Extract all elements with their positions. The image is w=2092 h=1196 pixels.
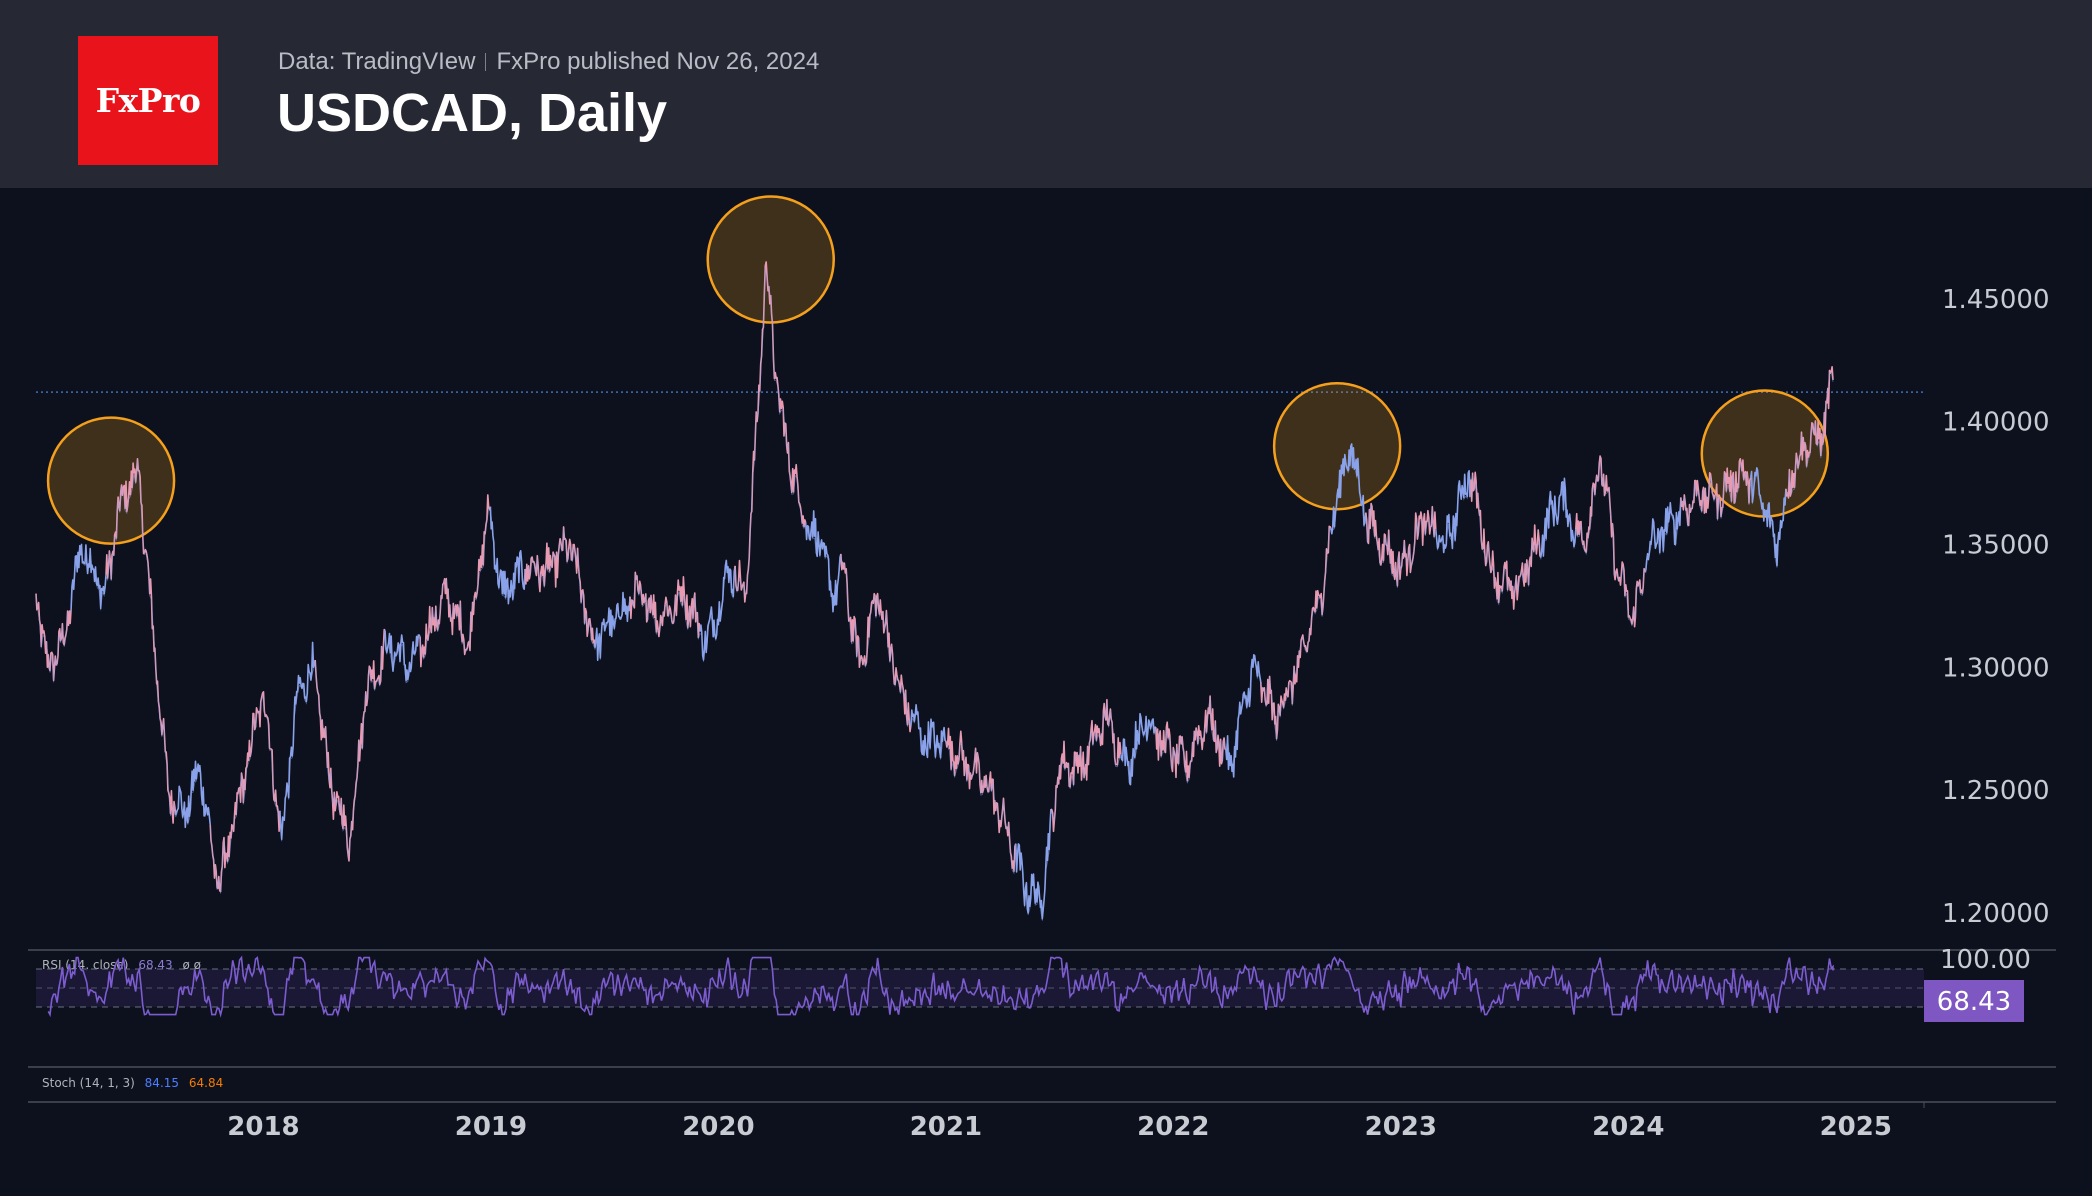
y-tick-label: 1.40000 (1942, 408, 2050, 438)
price-line-segment (1680, 471, 1717, 527)
price-line-segment (1295, 525, 1332, 683)
highlight-circle (706, 195, 835, 324)
x-axis: 2018 2019 2020 2021 2022 2023 2024 2025 (227, 1112, 1892, 1142)
y-axis: 1.20000 1.25000 1.30000 1.35000 1.40000 1.450… (1942, 285, 2050, 929)
price-line-segment (769, 295, 807, 528)
price-line-shadow (35, 267, 1834, 921)
price-chart[interactable]: 1.20000 1.25000 1.30000 1.35000 1.40000 1.450… (0, 188, 2092, 1196)
price-line-segment (105, 457, 142, 580)
y-tick-label: 1.30000 (1942, 653, 2050, 683)
price-line-segment (454, 494, 492, 656)
price-line-segment (1645, 497, 1682, 571)
header-bar: FxPro Data: TradingVIew FxPro published N… (0, 0, 2092, 188)
separator (485, 53, 487, 71)
stoch-label: Stoch (14, 1, 3) 84.15 64.84 (42, 1076, 223, 1090)
price-line-segment (1575, 455, 1612, 553)
price-line-segment (1365, 502, 1402, 587)
price-line-segment (1400, 505, 1437, 577)
publisher-info: FxPro published Nov 26, 2024 (496, 48, 820, 75)
price-line-segment (244, 690, 281, 833)
price-line-segment (1785, 420, 1822, 499)
x-tick-label: 2020 (682, 1112, 754, 1142)
stoch-label-text: Stoch (14, 1, 3) (42, 1076, 135, 1090)
price-line-segment (279, 641, 316, 841)
x-tick-label: 2023 (1365, 1112, 1437, 1142)
y-tick-label: 1.20000 (1942, 899, 2050, 929)
price-line-segment (559, 526, 596, 648)
price-line-segment (1749, 467, 1787, 567)
rsi-line (47, 955, 1834, 1018)
price-line-segment (875, 592, 912, 733)
price-line-segment (1435, 469, 1472, 554)
rsi-extra-text: ø ø (183, 958, 202, 972)
price-line-segment (910, 703, 947, 759)
fxpro-logo[interactable]: FxPro (78, 36, 218, 165)
y-tick-label: 1.45000 (1942, 285, 2050, 315)
stoch-d-value: 64.84 (189, 1076, 223, 1090)
price-line-segment (1609, 514, 1647, 628)
highlight-circle (1272, 381, 1402, 511)
price-series (35, 261, 1834, 921)
price-line-segment (1225, 653, 1262, 778)
price-line-segment (349, 628, 386, 840)
price-line-segment (804, 510, 842, 613)
source-line: Data: TradingVIew FxPro published Nov 26,… (278, 48, 819, 76)
x-tick-label: 2019 (455, 1112, 527, 1142)
y-tick-label: 1.25000 (1942, 776, 2050, 806)
price-line-segment (314, 659, 351, 862)
price-line-segment (1050, 740, 1087, 833)
price-line-segment (1470, 471, 1507, 604)
rsi-top-label: 100.00 (1940, 945, 2031, 975)
price-line-segment (489, 506, 526, 605)
price-line-segment (70, 543, 107, 610)
highlight-circle (46, 416, 176, 545)
price-line-segment (1015, 809, 1052, 920)
rsi-badge-text: 68.43 (1937, 987, 2011, 1017)
price-line-segment (140, 502, 177, 824)
price-line-segment (209, 772, 246, 893)
price-line-segment (945, 727, 982, 794)
data-source: Data: TradingVIew (278, 48, 476, 75)
price-line-segment (524, 538, 561, 593)
rsi-value-badge (1924, 980, 2024, 1022)
price-line-segment (1260, 665, 1297, 740)
y-tick-label: 1.35000 (1942, 530, 2050, 560)
stoch-k-value: 84.15 (145, 1076, 179, 1090)
price-line-segment (594, 591, 631, 662)
x-tick-label: 2021 (910, 1112, 982, 1142)
price-line-segment (1505, 524, 1542, 610)
x-tick-label: 2022 (1137, 1112, 1209, 1142)
price-line-segment (1085, 698, 1122, 781)
x-tick-label: 2018 (227, 1112, 299, 1142)
price-line-segment (1715, 457, 1752, 520)
chart-title: USDCAD, Daily (277, 83, 668, 143)
x-tick-label: 2025 (1820, 1112, 1892, 1142)
x-tick-label: 2024 (1592, 1112, 1664, 1142)
